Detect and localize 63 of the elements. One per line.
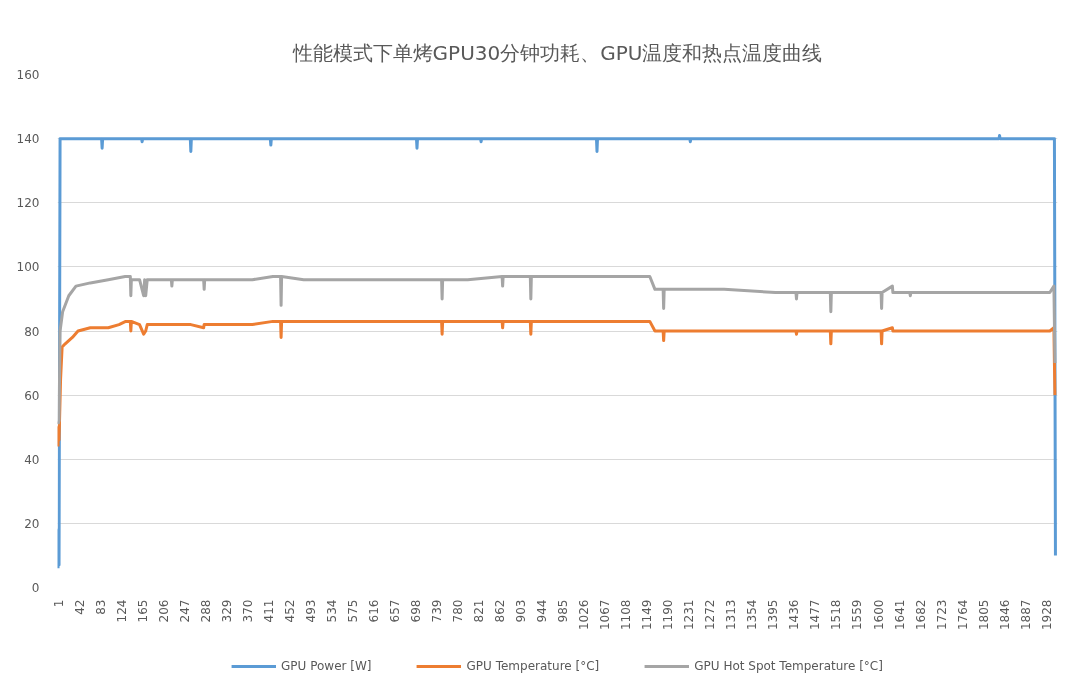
x-tick-label: 1887 (1018, 599, 1033, 631)
x-tick-label: 944 (535, 599, 550, 623)
x-tick-label: 124 (114, 599, 129, 623)
x-tick-label: 780 (451, 599, 465, 623)
x-tick-label: 698 (408, 599, 423, 623)
x-tick-label: 1 (51, 599, 66, 608)
x-tick-label: 247 (177, 599, 192, 623)
x-tick-label: 1764 (955, 599, 970, 631)
x-tick-label: 739 (429, 599, 444, 623)
y-tick-label: 40 (24, 452, 40, 467)
y-tick-label: 160 (16, 68, 40, 82)
y-tick-label: 0 (31, 581, 40, 595)
x-tick-label: 616 (366, 599, 381, 623)
x-tick-label: 1067 (598, 599, 613, 631)
x-tick-label: 862 (493, 599, 508, 623)
x-tick-label: 1026 (577, 599, 592, 631)
x-tick-label: 452 (282, 599, 297, 623)
x-tick-label: 493 (303, 599, 318, 623)
x-tick-label: 1354 (745, 599, 760, 631)
x-tick-label: 288 (198, 599, 213, 623)
y-tick-label: 120 (16, 196, 40, 211)
x-tick-label: 985 (556, 599, 571, 623)
x-tick-label: 165 (135, 599, 150, 623)
y-tick-label: 60 (24, 388, 40, 403)
x-tick-label: 329 (219, 599, 234, 623)
x-tick-label: 1641 (892, 599, 907, 631)
x-tick-label: 1928 (1039, 599, 1054, 631)
x-tick-label: 1395 (766, 599, 781, 631)
x-tick-label: 1559 (850, 599, 865, 631)
y-tick-label: 20 (24, 516, 40, 531)
x-tick-label: 1272 (703, 599, 718, 631)
x-tick-label: 1231 (682, 599, 697, 631)
line-series (57, 274, 1057, 426)
y-tick-label: 140 (16, 132, 40, 147)
x-tick-label: 821 (472, 599, 487, 623)
x-tick-label: 370 (240, 599, 255, 623)
y-tick-label: 100 (16, 260, 40, 275)
x-tick-label: 1723 (934, 599, 949, 631)
x-tick-label: 1108 (619, 599, 634, 631)
x-tick-label: 206 (156, 599, 171, 623)
legend-label: GPU Power [W] (281, 658, 372, 673)
x-tick-label: 42 (72, 599, 87, 615)
x-tick-label: 1190 (661, 599, 676, 631)
y-tick-label: 80 (24, 324, 40, 339)
x-tick-label: 1518 (829, 599, 844, 631)
x-tick-label: 1477 (808, 599, 823, 631)
x-tick-label: 575 (345, 599, 360, 623)
x-tick-label: 1313 (724, 599, 739, 631)
line-series (57, 319, 1057, 448)
x-tick-label: 1436 (787, 599, 802, 631)
x-tick-label: 1682 (913, 599, 928, 631)
x-tick-label: 411 (261, 599, 276, 623)
x-tick-label: 83 (93, 599, 108, 615)
x-tick-label: 534 (324, 599, 339, 623)
legend-label: GPU Temperature [°C] (466, 658, 600, 673)
x-tick-label: 657 (387, 599, 402, 623)
chart-title: 性能模式下单烤GPU30分钟功耗、GPU温度和热点温度曲线 (291, 40, 823, 65)
x-tick-label: 1805 (976, 599, 991, 631)
x-tick-label: 1149 (640, 599, 655, 631)
x-tick-label: 903 (514, 599, 529, 623)
x-tick-label: 1600 (871, 599, 886, 631)
x-tick-label: 1846 (997, 599, 1012, 631)
legend-label: GPU Hot Spot Temperature [°C] (694, 658, 883, 673)
